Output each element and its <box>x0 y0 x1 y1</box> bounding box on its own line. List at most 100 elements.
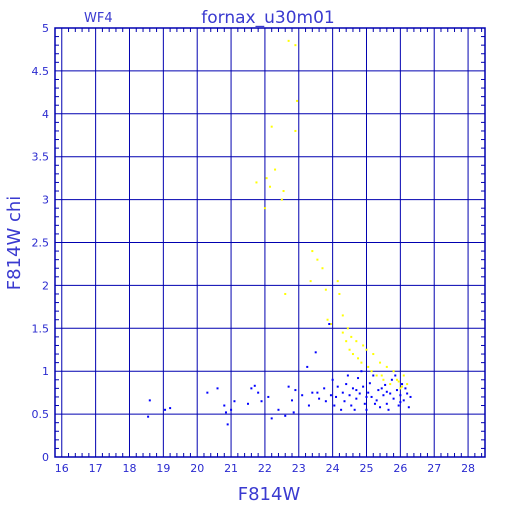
x-tick-label: 16 <box>55 462 69 475</box>
panel-label: WF4 <box>84 11 113 26</box>
data-point <box>395 389 398 392</box>
y-tick-label: 1.5 <box>32 322 50 335</box>
x-tick-label: 28 <box>461 462 475 475</box>
data-point <box>294 44 297 47</box>
data-point <box>402 374 405 377</box>
data-point <box>274 168 277 171</box>
data-point <box>282 190 285 193</box>
data-point <box>399 387 402 390</box>
data-point <box>318 397 321 400</box>
data-point <box>375 374 378 377</box>
data-point <box>263 207 266 210</box>
data-point <box>340 408 343 411</box>
data-point <box>392 370 395 373</box>
data-point <box>296 99 299 102</box>
data-point <box>401 383 404 386</box>
data-point <box>328 323 331 326</box>
data-point <box>316 391 319 394</box>
x-tick-label: 17 <box>89 462 103 475</box>
data-point <box>390 378 393 381</box>
data-point <box>372 374 375 377</box>
data-point <box>301 394 304 397</box>
data-point <box>380 374 383 377</box>
data-point <box>253 384 256 387</box>
data-point <box>147 415 150 418</box>
x-tick-label: 25 <box>359 462 373 475</box>
data-point <box>287 39 290 42</box>
data-point <box>326 318 329 321</box>
x-axis-title: F814W <box>238 484 301 505</box>
data-point <box>365 348 368 351</box>
data-point <box>367 391 370 394</box>
data-point <box>257 391 260 394</box>
data-point <box>387 408 390 411</box>
data-point <box>348 348 351 351</box>
data-point <box>389 392 392 395</box>
data-point <box>329 323 332 326</box>
data-point <box>309 280 312 283</box>
data-point <box>379 361 382 364</box>
data-point <box>294 129 297 132</box>
data-point <box>362 385 365 388</box>
y-tick-label: 2 <box>42 279 49 292</box>
y-axis-title: F814W chi <box>4 196 25 291</box>
data-point <box>345 383 348 386</box>
data-point <box>260 400 263 403</box>
data-point <box>230 408 233 411</box>
data-point <box>384 383 387 386</box>
y-tick-label: 4.5 <box>32 65 50 78</box>
data-point <box>365 408 368 411</box>
data-point <box>389 383 392 386</box>
x-tick-label: 22 <box>258 462 272 475</box>
data-point <box>314 351 317 354</box>
data-point <box>355 340 358 343</box>
tick-labels: 16 17 18 19 20 21 22 23 24 25 26 27 28 0 0.5 1 1.5 2 2.5 3 3… <box>32 22 476 475</box>
data-point <box>407 406 410 409</box>
data-point <box>346 374 349 377</box>
data-point <box>351 387 354 390</box>
data-point <box>335 395 338 398</box>
data-point <box>341 314 344 317</box>
grid <box>55 27 485 458</box>
data-point <box>404 387 407 390</box>
x-tick-label: 20 <box>190 462 204 475</box>
data-point <box>362 344 365 347</box>
data-point <box>267 395 270 398</box>
data-point <box>406 392 409 395</box>
x-tick-label: 23 <box>292 462 306 475</box>
data-point <box>250 387 253 390</box>
data-point <box>370 370 373 373</box>
data-point <box>360 361 363 364</box>
data-point <box>351 353 354 356</box>
chart-title: fornax_u30m01 <box>201 8 334 28</box>
data-point <box>324 400 327 403</box>
data-point <box>360 370 363 373</box>
data-point <box>246 402 249 405</box>
data-point <box>311 391 314 394</box>
data-point <box>338 292 341 295</box>
x-tick-label: 18 <box>122 462 136 475</box>
data-point <box>385 402 388 405</box>
data-point <box>255 181 258 184</box>
data-point <box>223 404 226 407</box>
x-tick-label: 26 <box>393 462 407 475</box>
data-point <box>284 414 287 417</box>
data-point <box>373 402 376 405</box>
data-point <box>316 258 319 261</box>
data-point <box>336 385 339 388</box>
data-point <box>164 408 167 411</box>
data-point <box>265 177 268 180</box>
data-point <box>402 399 405 402</box>
y-tick-label: 0 <box>42 451 49 464</box>
data-point <box>350 335 353 338</box>
data-point <box>294 389 297 392</box>
data-point <box>324 288 327 291</box>
y-tick-label: 1 <box>42 365 49 378</box>
data-point <box>401 385 404 388</box>
data-point <box>382 394 385 397</box>
data-point <box>329 394 332 397</box>
data-point <box>377 389 380 392</box>
data-point <box>233 400 236 403</box>
data-point <box>270 417 273 420</box>
